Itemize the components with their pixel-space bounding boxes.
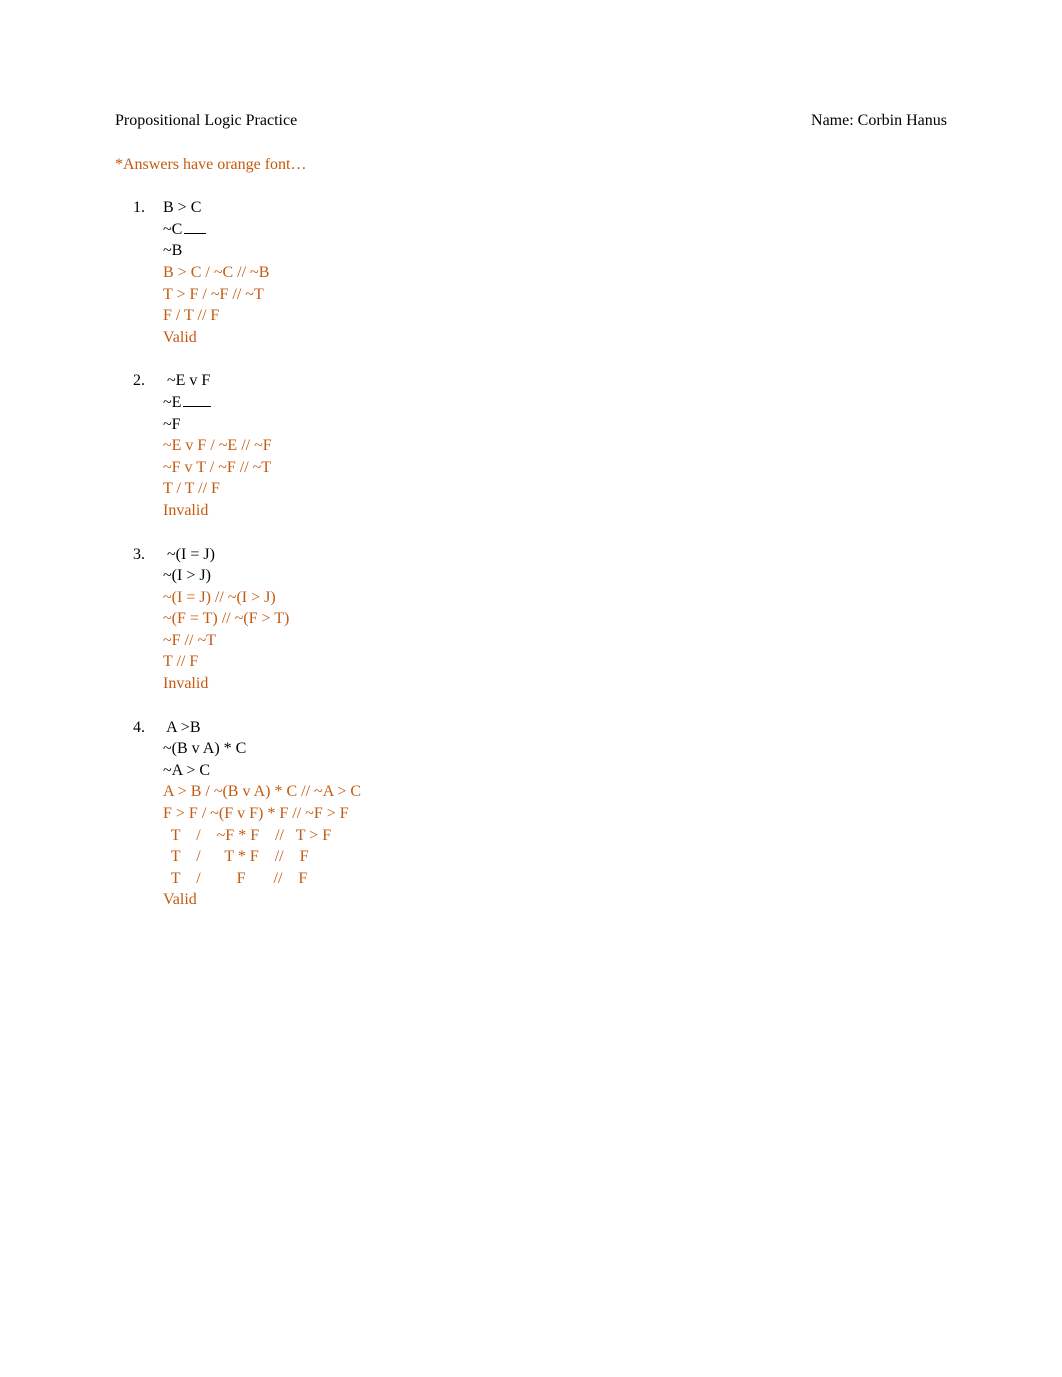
problem-list: 1. B > C ~C ~B B > C / ~C // ~B T > F / … — [115, 197, 947, 911]
given-line: ~E v F — [163, 370, 947, 392]
answer-line: F / T // F — [163, 305, 947, 327]
name-field: Name: Corbin Hanus — [811, 110, 947, 132]
given-line: ~F — [163, 414, 947, 436]
answer-line: A > B / ~(B v A) * C // ~A > C — [163, 781, 947, 803]
page-title: Propositional Logic Practice — [115, 110, 297, 132]
answer-line: T // F — [163, 651, 947, 673]
answer-line: T / T // F — [163, 478, 947, 500]
answer-line: Invalid — [163, 673, 947, 695]
problem-number: 3. — [133, 544, 145, 566]
problem-4: 4. A >B ~(B v A) * C ~A > C A > B / ~(B … — [163, 717, 947, 911]
problem-number: 2. — [133, 370, 145, 392]
answer-line: ~(I = J) // ~(I > J) — [163, 587, 947, 609]
answer-line: F > F / ~(F v F) * F // ~F > F — [163, 803, 947, 825]
given-line: ~(I = J) — [163, 544, 947, 566]
given-line: ~(B v A) * C — [163, 738, 947, 760]
given-line: ~A > C — [163, 760, 947, 782]
given-line: ~B — [163, 240, 947, 262]
given-line: ~C — [163, 219, 947, 241]
given-line: ~(I > J) — [163, 565, 947, 587]
problem-2: 2. ~E v F ~E ~F ~E v F / ~E // ~F ~F v T… — [163, 370, 947, 521]
answer-line: ~E v F / ~E // ~F — [163, 435, 947, 457]
problem-number: 4. — [133, 717, 145, 739]
given-line: ~E — [163, 392, 947, 414]
answer-line: T / T * F // F — [163, 846, 947, 868]
answer-line: Valid — [163, 327, 947, 349]
answer-line: ~F // ~T — [163, 630, 947, 652]
answer-line: Invalid — [163, 500, 947, 522]
answer-note: *Answers have orange font… — [115, 154, 947, 176]
answer-line: ~(F = T) // ~(F > T) — [163, 608, 947, 630]
answer-line: Valid — [163, 889, 947, 911]
answer-line: T / F // F — [163, 868, 947, 890]
answer-line: T / ~F * F // T > F — [163, 825, 947, 847]
problem-number: 1. — [133, 197, 145, 219]
given-line: A >B — [163, 717, 947, 739]
answer-line: ~F v T / ~F // ~T — [163, 457, 947, 479]
problem-3: 3. ~(I = J) ~(I > J) ~(I = J) // ~(I > J… — [163, 544, 947, 695]
problem-1: 1. B > C ~C ~B B > C / ~C // ~B T > F / … — [163, 197, 947, 348]
answer-line: B > C / ~C // ~B — [163, 262, 947, 284]
answer-line: T > F / ~F // ~T — [163, 284, 947, 306]
given-line: B > C — [163, 197, 947, 219]
